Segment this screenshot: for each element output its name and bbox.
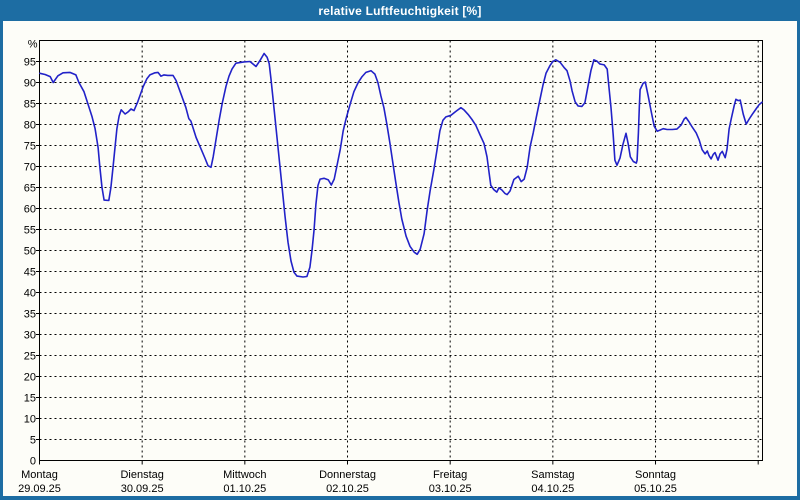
x-axis-date-label: 01.10.25 xyxy=(223,483,266,495)
x-axis-date-label: 02.10.25 xyxy=(326,483,369,495)
y-axis-unit-label: % xyxy=(28,39,38,51)
y-axis-tick-label: 60 xyxy=(24,204,36,216)
x-axis-date-label: 05.10.25 xyxy=(634,483,677,495)
y-axis-tick-label: 75 xyxy=(24,141,36,153)
y-axis-tick-label: 55 xyxy=(24,225,36,237)
y-axis-tick-label: 65 xyxy=(24,183,36,195)
y-axis-tick-label: 80 xyxy=(24,120,36,132)
x-axis-day-label: Mittwoch xyxy=(223,469,266,481)
y-axis-tick-label: 85 xyxy=(24,99,36,111)
x-axis-day-label: Freitag xyxy=(433,469,467,481)
y-axis-tick-label: 30 xyxy=(24,330,36,342)
title-bar: relative Luftfeuchtigkeit [%] xyxy=(0,0,800,21)
x-axis-date-label: 30.09.25 xyxy=(121,483,164,495)
y-axis-tick-label: 35 xyxy=(24,309,36,321)
y-axis-tick-label: 5 xyxy=(30,435,36,447)
y-axis-tick-label: 45 xyxy=(24,267,36,279)
humidity-series-line xyxy=(39,52,763,278)
y-axis-tick-label: 10 xyxy=(24,414,36,426)
y-axis-tick-label: 15 xyxy=(24,393,36,405)
x-axis-day-label: Montag xyxy=(21,469,58,481)
y-axis-tick-label: 40 xyxy=(24,288,36,300)
y-axis-tick-label: 0 xyxy=(30,456,36,468)
x-axis-day-label: Samstag xyxy=(531,469,574,481)
x-axis-date-label: 03.10.25 xyxy=(429,483,472,495)
content-area: 5 10 15 20 25 30 35 40 45 50 55 60 65 70 75 80 85 90 95 0% M… xyxy=(3,21,797,496)
y-axis-tick-label: 90 xyxy=(24,78,36,90)
x-axis-day-label: Dienstag xyxy=(120,469,163,481)
x-axis-day-label: Donnerstag xyxy=(319,469,376,481)
y-axis-tick-label: 70 xyxy=(24,162,36,174)
y-axis-tick-label: 50 xyxy=(24,246,36,258)
x-axis-day-label: Sonntag xyxy=(635,469,676,481)
x-axis-date-label: 04.10.25 xyxy=(531,483,574,495)
y-axis-tick-label: 20 xyxy=(24,372,36,384)
window-title: relative Luftfeuchtigkeit [%] xyxy=(318,3,482,18)
x-axis-date-label: 29.09.25 xyxy=(18,483,61,495)
y-axis-tick-label: 25 xyxy=(24,351,36,363)
y-axis-tick-label: 95 xyxy=(24,57,36,69)
